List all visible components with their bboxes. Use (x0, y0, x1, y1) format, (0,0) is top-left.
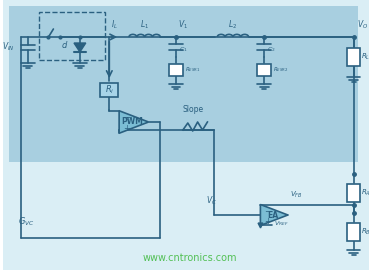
Bar (39, 12, 106, 60)
Polygon shape (74, 43, 86, 52)
Bar (257, 64, 271, 76)
Text: $C_1$: $C_1$ (179, 46, 188, 55)
Text: $V_{REF}$: $V_{REF}$ (274, 220, 289, 228)
Text: $G_{VC}$: $G_{VC}$ (18, 216, 35, 228)
Text: $I_L$: $I_L$ (111, 19, 118, 31)
Text: $R_B$: $R_B$ (361, 227, 372, 237)
Text: $R_L$: $R_L$ (361, 52, 371, 62)
Text: $V_1$: $V_1$ (178, 19, 188, 31)
Bar (347, 223, 360, 241)
Text: $R_A$: $R_A$ (361, 188, 371, 198)
Bar (169, 64, 183, 76)
Text: $d$: $d$ (62, 39, 69, 49)
Text: www.cntronics.com: www.cntronics.com (142, 253, 237, 263)
Text: $V_C$: $V_C$ (206, 194, 217, 207)
Bar (100, 83, 118, 97)
Bar (9, 6, 358, 162)
Text: EA: EA (267, 211, 278, 220)
Text: $V_{IN}$: $V_{IN}$ (3, 41, 15, 53)
Text: Slope: Slope (182, 105, 203, 114)
Text: $R_{ESR2}$: $R_{ESR2}$ (273, 66, 289, 75)
Text: $C_2$: $C_2$ (267, 46, 276, 55)
Text: PWM: PWM (122, 117, 143, 127)
Bar (347, 184, 360, 202)
Text: $+$: $+$ (123, 123, 131, 133)
Bar (347, 48, 360, 66)
Text: $V_O$: $V_O$ (357, 19, 368, 31)
Polygon shape (260, 204, 288, 225)
Text: $L_2$: $L_2$ (228, 19, 238, 31)
Text: $R_i$: $R_i$ (104, 84, 114, 96)
Text: $+$: $+$ (264, 215, 272, 225)
Polygon shape (119, 111, 148, 133)
Text: $V_{FB}$: $V_{FB}$ (290, 190, 303, 200)
Text: $-$: $-$ (123, 111, 131, 120)
Text: $-$: $-$ (264, 205, 272, 214)
Text: $R_{ESR1}$: $R_{ESR1}$ (185, 66, 200, 75)
Text: $L_1$: $L_1$ (140, 19, 149, 31)
